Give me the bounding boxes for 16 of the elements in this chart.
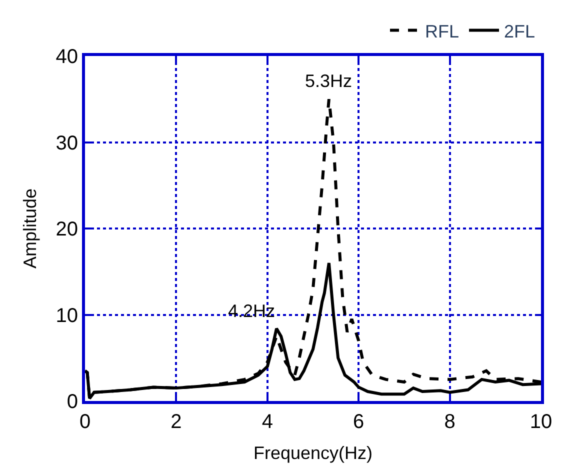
y-tick-label: 20: [56, 218, 78, 240]
x-tick-label: 2: [170, 411, 182, 433]
x-tick-label: 10: [530, 411, 552, 433]
y-tick-label: 0: [66, 391, 78, 413]
x-tick-label: 8: [444, 411, 456, 433]
y-axis-title: Amplitude: [20, 188, 40, 269]
x-tick-label: 6: [353, 411, 364, 433]
annotation: 4.2Hz: [228, 301, 276, 321]
y-tick-label: 40: [56, 46, 78, 68]
x-axis-title: Frequency(Hz): [253, 443, 373, 464]
y-tick-label: 10: [56, 304, 78, 327]
legend-label: 2FL: [504, 21, 536, 42]
legend-label: RFL: [425, 21, 460, 42]
x-tick-label: 4: [262, 411, 273, 433]
annotation: 5.3Hz: [305, 71, 352, 91]
y-tick-label: 30: [56, 132, 78, 154]
